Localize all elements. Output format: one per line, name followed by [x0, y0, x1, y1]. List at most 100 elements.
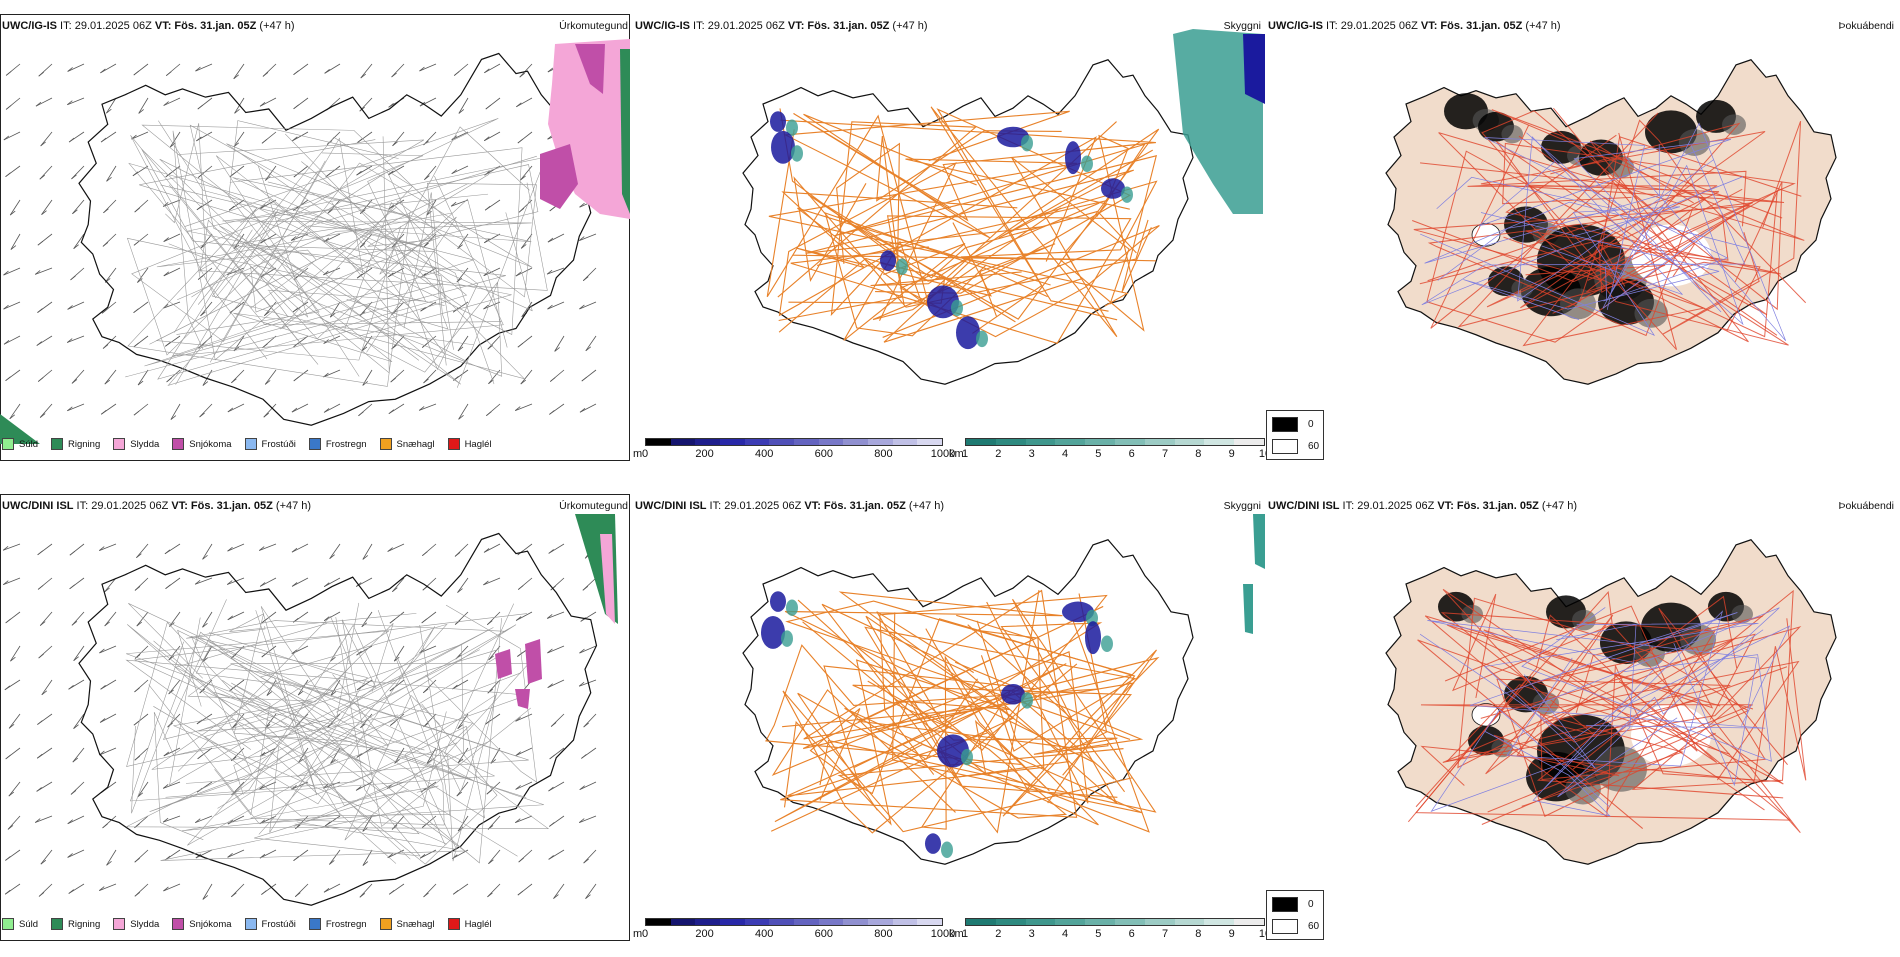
legend-swatch	[379, 918, 392, 930]
colorbar-tick-label: 3	[1028, 448, 1035, 460]
iceland-outline	[1385, 59, 1837, 385]
legend-swatch	[244, 918, 257, 930]
colorbar-gradient	[965, 438, 1265, 446]
legend-label: Frostúði	[261, 438, 296, 450]
fog-index-map	[1385, 59, 1837, 385]
colorbar-tick-label: 1000	[930, 448, 956, 460]
field-title: Þokuábendi	[1838, 20, 1894, 32]
colorbar-gradient	[965, 918, 1265, 926]
legend-swatch	[2, 918, 14, 930]
map-frame	[0, 494, 630, 941]
legend-swatch	[379, 438, 392, 450]
precip-type-map	[2, 514, 618, 906]
colorbar-tick-label: 400	[755, 448, 774, 460]
legend-label: Slydda	[130, 918, 160, 930]
precip-legend-item: Slydda	[113, 918, 159, 930]
legend-swatch	[113, 918, 126, 930]
colorbar-tick-label: 6	[1128, 928, 1135, 940]
colorbar-unit: km	[949, 448, 964, 460]
legend-label: Frostregn	[325, 438, 367, 450]
precip-legend-item: Súld	[2, 438, 38, 450]
colorbar-tick-label: 5	[1095, 928, 1102, 940]
wind-barbs	[3, 63, 597, 420]
colorbar-tick-label: 1000	[930, 928, 956, 940]
legend-label: Snjókoma	[189, 438, 232, 450]
visibility-map	[742, 514, 1265, 865]
wind-barbs	[2, 543, 597, 900]
panel-vis-igis: UWC/IG-IS IT: 29.01.2025 06Z VT: Fös. 31…	[633, 14, 1271, 477]
colorbar-tick-label: 200	[695, 928, 714, 940]
precip-type-legend: Súld Rigning Slydda Snjókoma Frostúði Frostre…	[2, 915, 505, 933]
colorbar-tick-label: 0	[641, 448, 649, 460]
colorbar-tick-label: 1	[961, 448, 969, 460]
colorbar-tick-label: 2	[995, 448, 1002, 460]
roads	[765, 589, 1160, 834]
iceland-outline	[742, 59, 1194, 385]
legend-label: 0	[1308, 899, 1314, 910]
iceland-outline	[78, 52, 598, 426]
panel-ptype-igis: UWC/IG-IS IT: 29.01.2025 06Z VT: Fös. 31…	[0, 14, 632, 477]
precip-legend-item: Snjókoma	[172, 918, 232, 930]
iceland-outline	[1385, 539, 1837, 865]
legend-label: Snjókoma	[189, 918, 232, 930]
panel-header: UWC/IG-IS IT: 29.01.2025 06Z VT: Fös. 31…	[1268, 20, 1561, 32]
precip-legend-item: Rigning	[51, 438, 100, 450]
roads	[1412, 107, 1807, 351]
legend-label: Súld	[19, 438, 39, 450]
precip-legend-item: Haglél	[447, 438, 492, 450]
precip-type-legend: Súld Rigning Slydda Snjókoma Frostúði Frostre…	[2, 435, 505, 453]
legend-swatch	[1272, 439, 1298, 454]
colorbar-tick-label: 3	[1028, 928, 1035, 940]
legend-swatch	[172, 438, 185, 450]
legend-swatch	[51, 918, 64, 930]
colorbar-tick-label: 8	[1195, 448, 1202, 460]
colorbar-tick-label: 800	[874, 928, 893, 940]
colorbar-tick-label: 9	[1228, 928, 1235, 940]
precip-legend-item: Frostúði	[244, 438, 296, 450]
colorbar-tick-label: 9	[1228, 448, 1235, 460]
legend-swatch	[308, 918, 321, 930]
legend-label: 0	[1308, 419, 1314, 430]
colorbar-unit: m	[633, 448, 643, 460]
legend-label: Haglél	[464, 438, 492, 450]
fog-legend: 0 60	[1266, 410, 1324, 460]
field-title: Úrkomutegund	[559, 20, 628, 32]
panel-ptype-dini: UWC/DINI ISL IT: 29.01.2025 06Z VT: Fös.…	[0, 494, 632, 957]
visibility-km-colorbar: km 1 2 3 4 5 6 7 8 9 10	[949, 438, 1271, 468]
fog-legend-item: 60	[1272, 439, 1319, 454]
colorbar-tick-label: 600	[814, 448, 833, 460]
precip-legend-item: Haglél	[447, 918, 492, 930]
legend-label: Haglél	[464, 918, 492, 930]
colorbar-tick-label: 7	[1161, 448, 1169, 460]
precip-legend-item: Snjókoma	[172, 438, 232, 450]
colorbar-tick-label: 1	[961, 928, 969, 940]
precip-legend-item: Snæhagl	[379, 918, 435, 930]
panel-header: UWC/IG-IS IT: 29.01.2025 06Z VT: Fös. 31…	[635, 20, 928, 32]
legend-label: 60	[1308, 441, 1320, 452]
legend-label: 60	[1308, 921, 1320, 932]
legend-label: Rigning	[68, 918, 101, 930]
legend-label: Frostúði	[261, 918, 296, 930]
roads	[1407, 588, 1807, 834]
fog-legend-item: 60	[1272, 919, 1319, 934]
panel-header: UWC/DINI ISL IT: 29.01.2025 06Z VT: Fös.…	[1268, 500, 1578, 512]
field-title: Skyggni	[1223, 20, 1261, 32]
precip-legend-item: Frostúði	[244, 918, 296, 930]
precip-legend-item: Snæhagl	[379, 438, 435, 450]
precip-legend-item: Slydda	[113, 438, 159, 450]
legend-label: Súld	[19, 918, 39, 930]
visibility-km-colorbar: km 1 2 3 4 5 6 7 8 9 10	[949, 918, 1271, 948]
legend-label: Slydda	[130, 438, 160, 450]
legend-swatch	[172, 918, 185, 930]
fog-index-map	[1385, 539, 1837, 865]
colorbar-gradient	[645, 918, 943, 926]
visibility-m-colorbar: m 0 200 400 600 800 1000	[633, 438, 955, 468]
colorbar-tick-label: 6	[1128, 448, 1135, 460]
map-frame	[0, 14, 630, 461]
precip-legend-item: Frostregn	[308, 918, 367, 930]
legend-label: Snæhagl	[396, 918, 435, 930]
colorbar-tick-label: 400	[755, 928, 774, 940]
colorbar-tick-label: 2	[995, 928, 1002, 940]
colorbar-tick-label: 8	[1195, 928, 1202, 940]
fog-legend-item: 0	[1272, 897, 1314, 912]
